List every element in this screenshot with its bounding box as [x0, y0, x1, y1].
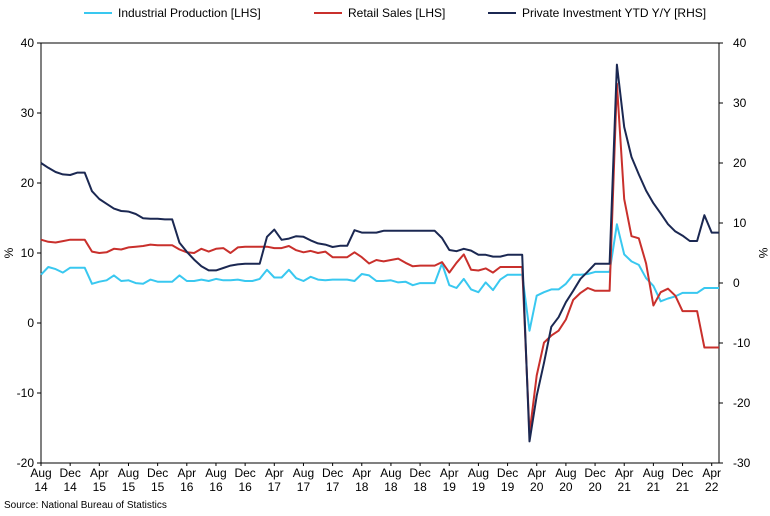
x-tick-label-year: 20: [559, 480, 573, 494]
legend-swatch-industrial-production: [84, 12, 112, 14]
left-tick-label: 20: [21, 176, 35, 190]
x-tick-label-year: 15: [122, 480, 136, 494]
legend: Industrial Production [LHS] Retail Sales…: [0, 6, 770, 28]
left-tick-label: -10: [17, 386, 35, 400]
x-tick-label-month: Dec: [59, 466, 80, 480]
x-tick-label-month: Dec: [584, 466, 605, 480]
source-note: Source: National Bureau of Statistics: [4, 500, 167, 511]
right-tick-label: 0: [733, 276, 740, 290]
x-tick-label-year: 16: [209, 480, 223, 494]
left-axis-label: %: [2, 247, 16, 258]
x-tick-label-year: 19: [501, 480, 515, 494]
x-tick-label-year: 21: [676, 480, 690, 494]
x-tick-label-year: 21: [647, 480, 661, 494]
x-tick-label-year: 14: [34, 480, 48, 494]
right-axis-label: %: [756, 248, 770, 259]
x-tick-label-month: Apr: [352, 466, 371, 480]
x-tick-label-month: Aug: [468, 466, 489, 480]
x-tick-label-year: 17: [326, 480, 340, 494]
x-tick-label-month: Apr: [615, 466, 634, 480]
legend-item-industrial-production: Industrial Production [LHS]: [84, 6, 261, 20]
right-tick-label: -10: [733, 336, 751, 350]
left-tick-label: 30: [21, 106, 35, 120]
x-tick-label-month: Dec: [147, 466, 168, 480]
x-tick-label-month: Aug: [643, 466, 664, 480]
legend-label-industrial-production: Industrial Production [LHS]: [118, 6, 261, 20]
x-tick-label-year: 16: [180, 480, 194, 494]
right-tick-label: 10: [733, 216, 747, 230]
x-tick-label-year: 22: [705, 480, 719, 494]
x-tick-label-month: Aug: [118, 466, 139, 480]
x-tick-label-month: Dec: [322, 466, 343, 480]
x-tick-label-month: Aug: [30, 466, 51, 480]
x-tick-label-month: Aug: [380, 466, 401, 480]
x-tick-label-month: Apr: [177, 466, 196, 480]
legend-item-retail-sales: Retail Sales [LHS]: [314, 6, 445, 20]
right-tick-label: -30: [733, 456, 751, 470]
left-tick-label: 10: [21, 246, 35, 260]
x-tick-label-year: 18: [384, 480, 398, 494]
x-tick-label-year: 17: [297, 480, 311, 494]
legend-swatch-retail-sales: [314, 12, 342, 14]
x-tick-label-year: 14: [63, 480, 77, 494]
x-tick-label-month: Apr: [90, 466, 109, 480]
x-tick-label-month: Apr: [527, 466, 546, 480]
x-tick-label-year: 16: [238, 480, 252, 494]
x-tick-label-month: Dec: [234, 466, 255, 480]
x-tick-label-year: 18: [413, 480, 427, 494]
x-tick-label-month: Dec: [497, 466, 518, 480]
right-tick-label: -20: [733, 396, 751, 410]
x-tick-label-month: Aug: [555, 466, 576, 480]
x-tick-label-year: 15: [151, 480, 165, 494]
x-tick-label-month: Aug: [293, 466, 314, 480]
left-tick-label: 40: [21, 36, 35, 50]
x-tick-label-year: 19: [472, 480, 486, 494]
plot-frame: [40, 42, 720, 464]
x-tick-label-year: 20: [530, 480, 544, 494]
x-tick-label-month: Dec: [672, 466, 693, 480]
left-tick-label: 0: [27, 316, 34, 330]
left-tick-label: -20: [17, 456, 35, 470]
x-tick-label-month: Apr: [440, 466, 459, 480]
legend-label-retail-sales: Retail Sales [LHS]: [348, 6, 446, 20]
x-tick-label-month: Dec: [409, 466, 430, 480]
series-line-retail-sales: [40, 82, 719, 435]
legend-swatch-private-investment: [488, 12, 516, 14]
x-tick-label-month: Apr: [265, 466, 284, 480]
x-tick-label-year: 17: [268, 480, 282, 494]
legend-item-private-investment: Private Investment YTD Y/Y [RHS]: [488, 6, 706, 20]
right-tick-label: 40: [733, 36, 747, 50]
series-line-private-investment-ytd-y-y: [40, 63, 719, 443]
x-tick-label-year: 19: [443, 480, 457, 494]
x-tick-label-year: 18: [355, 480, 369, 494]
right-tick-label: 20: [733, 156, 747, 170]
x-tick-label-year: 15: [93, 480, 107, 494]
x-tick-label-year: 20: [588, 480, 602, 494]
x-tick-label-year: 21: [618, 480, 632, 494]
x-tick-label-month: Apr: [702, 466, 721, 480]
series-line-industrial-production: [40, 223, 719, 332]
legend-label-private-investment: Private Investment YTD Y/Y [RHS]: [522, 6, 707, 20]
x-tick-label-month: Aug: [205, 466, 226, 480]
right-tick-label: 30: [733, 96, 747, 110]
